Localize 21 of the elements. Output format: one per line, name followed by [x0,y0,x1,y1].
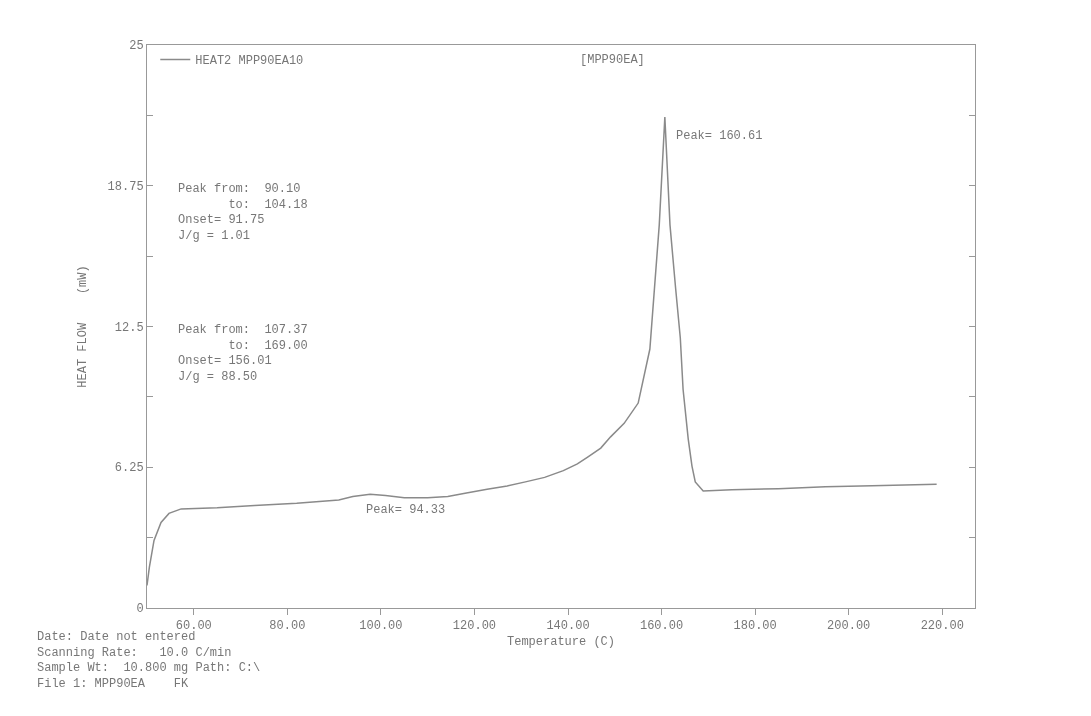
x-tick-label: 80.00 [269,619,306,634]
x-tick-label: 180.00 [733,619,777,634]
x-tick-label: 120.00 [452,619,497,634]
y-tick-label: 0 [136,602,144,617]
y-tick-label: 6.25 [114,461,144,476]
x-axis-title: Temperature (C) [506,635,616,650]
annotation: Peak from: 107.37 to: 169.00 Onset= 156.01 J/g = 88.50 [178,323,308,384]
annotation: Peak from: 90.10 to: 104.18 Onset= 91.75 J/g = 1.01 [178,182,308,243]
annotation: Peak= 94.33 [366,503,446,517]
x-tick-label: 100.00 [359,619,403,634]
y-axis-title: HEAT FLOW (mW) [75,265,90,388]
y-tick-label: 12.5 [114,320,144,335]
x-tick-label: 200.00 [827,619,871,634]
x-tick-label: 160.00 [639,619,684,634]
x-tick-label: 220.00 [920,619,964,634]
legend-label: HEAT2 MPP90EA10 [195,54,304,69]
annotation: Peak= 160.61 [676,129,763,143]
y-tick-label: 18.75 [107,179,144,194]
y-tick-label: 25 [129,39,144,54]
annotation: [MPP90EA] [580,53,645,67]
x-tick-label: 140.00 [546,619,590,634]
